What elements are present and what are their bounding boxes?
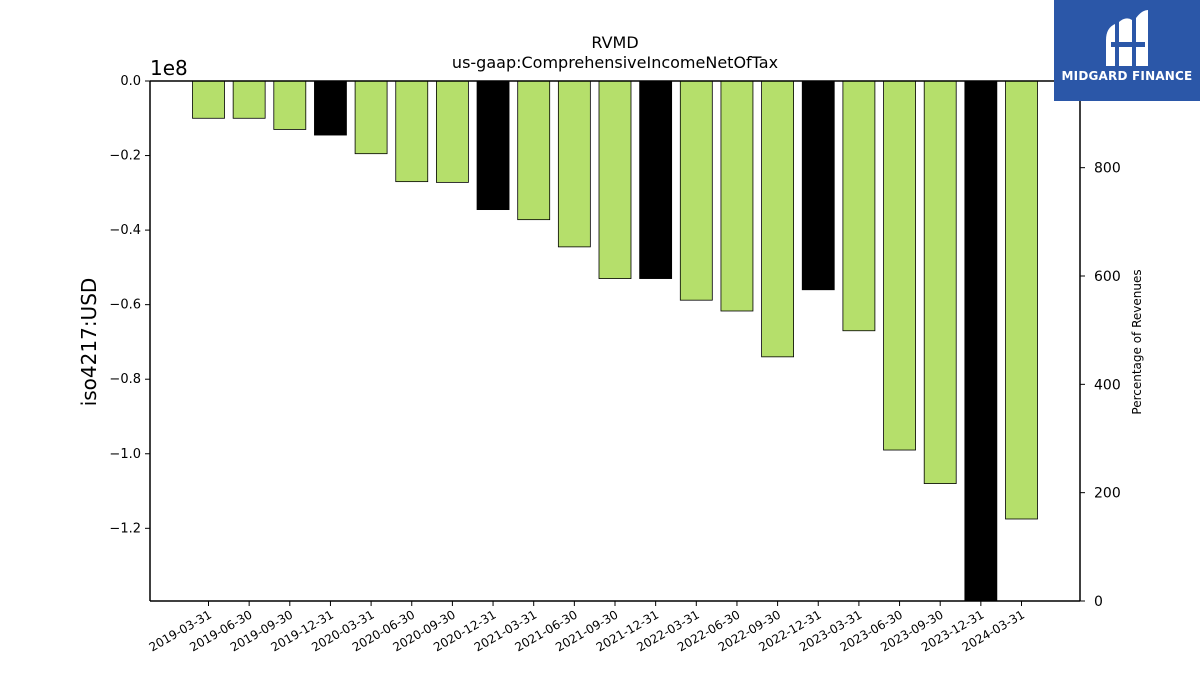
bar [720,80,754,312]
bar [842,80,876,332]
y-tick-label: −0.4 [109,223,141,238]
y-tick-label: −1.0 [109,447,141,462]
bar [354,80,388,155]
bar [801,80,835,291]
bar [435,80,469,183]
bars-group [192,80,1038,602]
y-tick-label: −0.2 [109,149,141,164]
y-tick-label: 0.0 [120,74,141,89]
y-tick-label: −0.8 [109,372,141,387]
y-tick-label: −1.2 [109,521,141,536]
bar [761,80,794,358]
bar [192,80,225,119]
bar [273,80,307,130]
right-y-tick-label: 200 [1094,486,1121,502]
logo-icon [1106,10,1148,66]
bar [923,80,957,484]
bar [557,80,591,248]
y-axis-label: iso4217:USD [77,278,101,407]
bar [476,80,510,211]
y-tick-label: −0.6 [109,298,141,313]
bar [639,80,673,279]
bar [314,80,347,136]
midgard-finance-logo: MIDGARD FINANCE [1054,0,1200,101]
bar [517,80,551,221]
bar [1005,80,1038,520]
chart-subtitle: us-gaap:ComprehensiveIncomeNetOfTax [452,53,778,72]
bar [964,80,998,602]
bar [598,80,632,279]
right-y-tick-label: 0 [1094,594,1103,610]
right-y-axis-label: Percentage of Revenues [1130,269,1144,414]
offset-text: 1e8 [150,56,188,80]
logo-text: MIDGARD FINANCE [1061,69,1193,83]
right-y-tick-label: 400 [1094,377,1121,393]
bar [679,80,713,301]
bar [883,80,916,451]
bar [232,80,266,119]
chart-title: RVMD [591,33,638,52]
right-y-tick-label: 600 [1094,269,1121,285]
right-y-tick-label: 800 [1094,161,1121,177]
bar [395,80,429,183]
